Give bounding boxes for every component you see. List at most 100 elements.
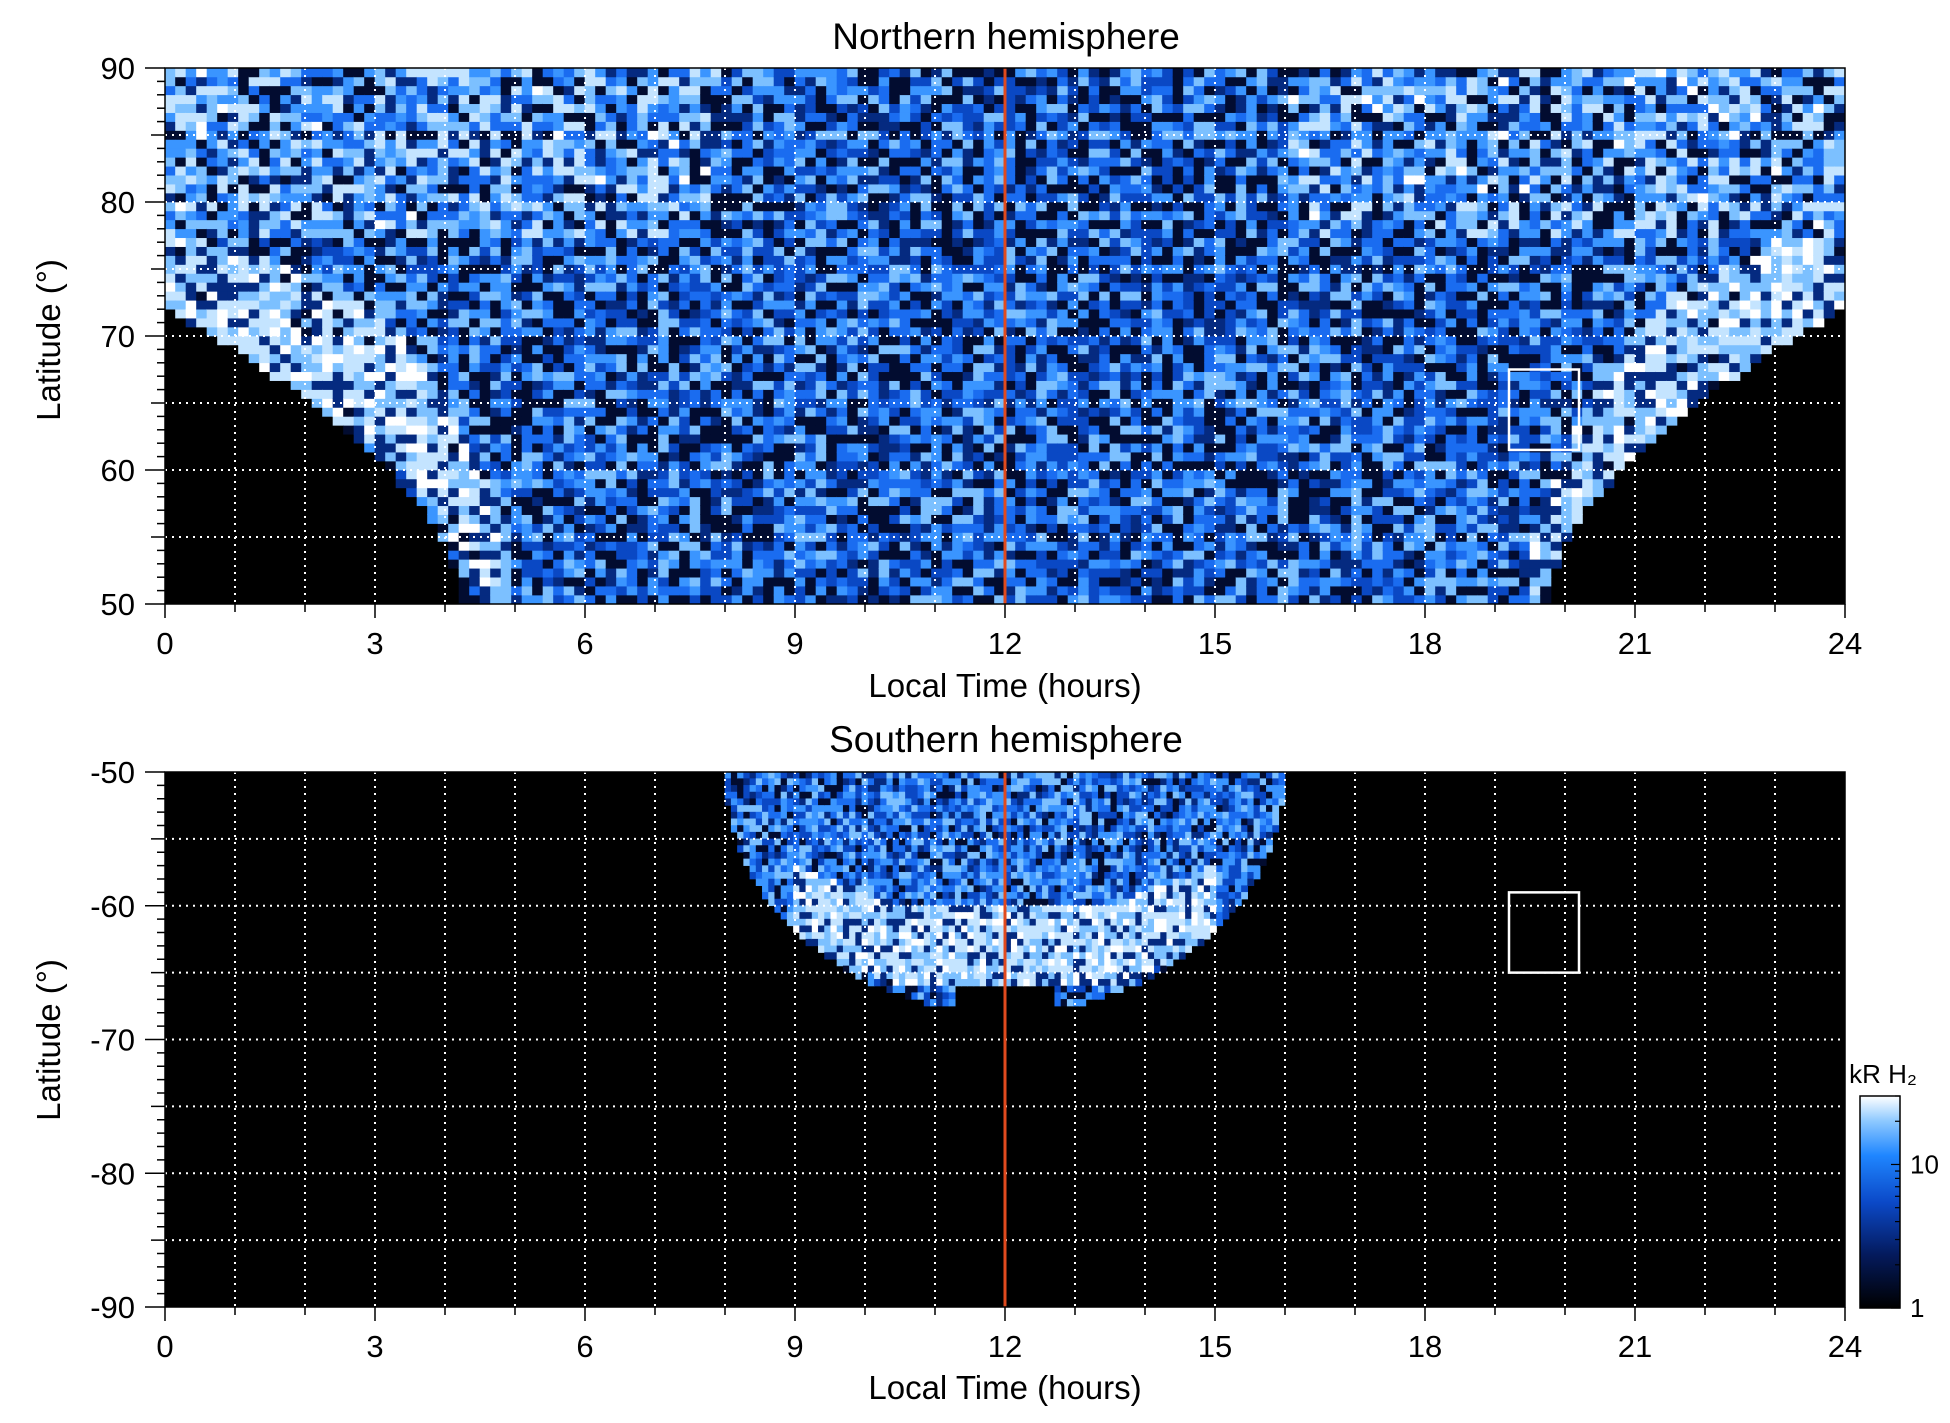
emission-cell [322,165,334,176]
emission-cell [1088,94,1100,105]
emission-cell [290,103,302,113]
emission-cell [584,371,596,381]
emission-cell [595,112,607,122]
emission-cell [1025,130,1037,140]
emission-cell [1036,112,1048,122]
emission-cell [700,148,712,158]
emission-cell [385,157,397,167]
emission-cell [1057,94,1069,105]
emission-cell [458,407,470,417]
emission-cell [742,255,754,265]
emission-cell [920,496,932,507]
emission-cell [427,317,439,328]
emission-cell [395,326,407,337]
emission-cell [689,219,701,230]
emission-cell [899,273,911,283]
emission-cell [1015,201,1027,212]
emission-cell [1046,237,1058,247]
emission-cell [385,246,397,256]
emission-cell [920,121,932,131]
emission-cell [658,94,670,105]
emission-cell [973,148,985,158]
emission-cell [805,496,817,507]
emission-cell [479,344,491,355]
emission-cell [952,407,964,417]
emission-cell [679,335,691,346]
emission-cell [532,165,544,176]
emission-cell [406,246,418,256]
emission-cell [1109,76,1121,87]
emission-cell [763,219,775,230]
emission-cell [1120,433,1132,444]
emission-cell [742,523,754,533]
emission-cell [899,282,911,292]
emission-cell [259,273,271,283]
emission-cell [1099,282,1111,292]
emission-cell [857,237,869,247]
emission-cell [490,326,502,337]
emission-cell [1088,85,1100,96]
emission-cell [185,112,197,122]
emission-cell [584,183,596,194]
emission-cell [406,282,418,292]
emission-cell [721,317,733,328]
emission-cell [1004,130,1016,140]
emission-cell [280,94,292,105]
emission-cell [763,165,775,176]
emission-cell [206,148,218,158]
emission-cell [353,219,365,230]
emission-cell [962,282,974,292]
emission-cell [931,353,943,364]
emission-cell [1099,362,1111,373]
emission-cell [511,371,523,381]
emission-cell [1025,594,1037,605]
emission-cell [878,317,890,328]
emission-cell [1099,425,1111,435]
emission-cell [742,344,754,355]
emission-cell [574,201,586,212]
emission-cell [742,85,754,96]
emission-cell [511,505,523,515]
emission-cell [626,76,638,87]
emission-cell [469,487,481,498]
emission-cell [1036,514,1048,524]
emission-cell [700,442,712,453]
emission-cell [910,139,922,149]
emission-cell [490,344,502,355]
emission-cell [500,344,512,355]
emission-cell [406,228,418,239]
emission-cell [332,255,344,265]
emission-cell [836,585,848,596]
emission-cell [826,559,838,569]
emission-cell [553,174,565,185]
emission-cell [752,308,764,319]
emission-cell [595,460,607,471]
emission-cell [826,541,838,551]
emission-cell [1130,433,1142,444]
emission-cell [689,85,701,96]
emission-cell [1109,478,1121,489]
emission-cell [532,174,544,185]
emission-cell [983,442,995,453]
emission-cell [301,299,313,310]
emission-cell [500,425,512,435]
emission-cell [563,148,575,158]
emission-cell [994,299,1006,310]
emission-cell [469,67,481,78]
emission-cell [374,299,386,310]
emission-cell [784,255,796,265]
emission-cell [1015,362,1027,373]
emission-cell [983,192,995,203]
emission-cell [962,541,974,551]
emission-cell [1130,210,1142,221]
emission-cell [311,67,323,78]
emission-cell [805,371,817,381]
emission-cell [920,255,932,265]
emission-cell [616,523,628,533]
emission-cell [364,219,376,230]
emission-cell [584,594,596,605]
emission-cell [857,380,869,390]
emission-cell [164,165,176,176]
emission-cell [994,121,1006,131]
emission-cell [815,273,827,283]
